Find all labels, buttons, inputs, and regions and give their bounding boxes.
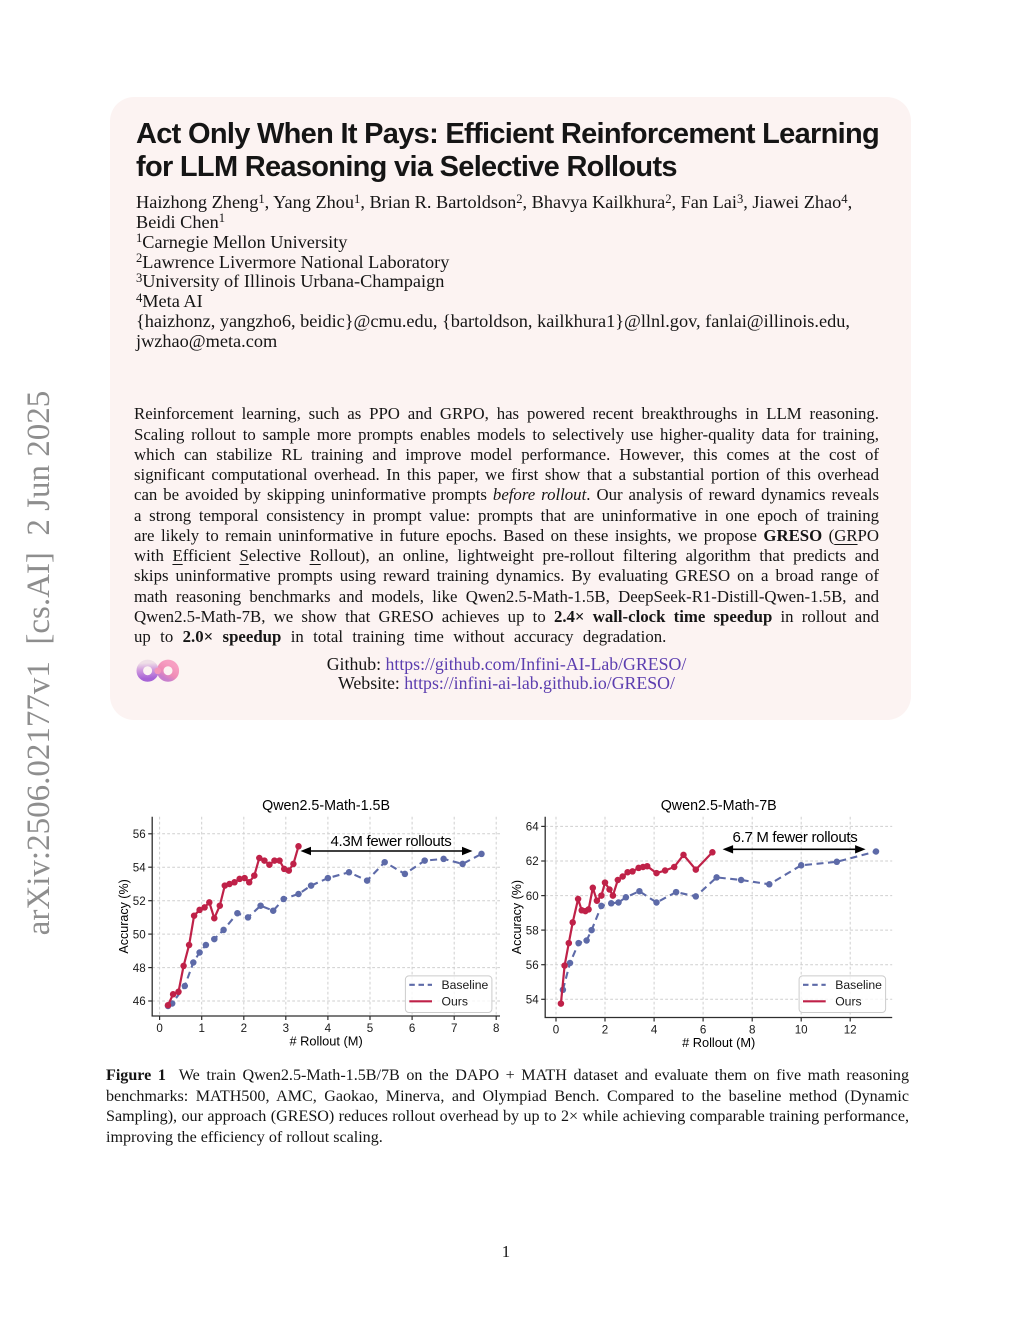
svg-text:58: 58 xyxy=(526,924,539,937)
svg-text:56: 56 xyxy=(133,828,146,841)
svg-text:1: 1 xyxy=(198,1022,204,1035)
svg-text:54: 54 xyxy=(526,994,539,1007)
svg-text:0: 0 xyxy=(156,1022,162,1035)
svg-text:# Rollout (M): # Rollout (M) xyxy=(682,1035,755,1050)
svg-text:8: 8 xyxy=(749,1023,755,1036)
svg-text:4: 4 xyxy=(651,1023,658,1036)
svg-text:6: 6 xyxy=(700,1023,706,1036)
svg-text:8: 8 xyxy=(493,1022,499,1035)
svg-text:Baseline: Baseline xyxy=(835,978,882,992)
svg-text:2: 2 xyxy=(602,1023,608,1036)
svg-text:62: 62 xyxy=(526,855,539,868)
svg-text:46: 46 xyxy=(133,995,146,1008)
svg-text:4: 4 xyxy=(325,1022,332,1035)
svg-text:52: 52 xyxy=(133,895,146,908)
svg-text:Accuracy (%): Accuracy (%) xyxy=(510,880,524,954)
svg-text:48: 48 xyxy=(133,962,146,975)
svg-text:Ours: Ours xyxy=(442,995,468,1009)
svg-text:Baseline: Baseline xyxy=(442,978,489,992)
svg-text:12: 12 xyxy=(844,1023,857,1036)
svg-text:56: 56 xyxy=(526,959,539,972)
svg-text:5: 5 xyxy=(367,1022,373,1035)
svg-text:3: 3 xyxy=(283,1022,289,1035)
svg-text:64: 64 xyxy=(526,821,539,834)
svg-text:54: 54 xyxy=(133,861,146,874)
svg-text:Ours: Ours xyxy=(835,995,861,1009)
svg-text:Qwen2.5-Math-1.5B: Qwen2.5-Math-1.5B xyxy=(262,798,390,814)
svg-text:7: 7 xyxy=(451,1022,457,1035)
svg-text:0: 0 xyxy=(553,1023,559,1036)
svg-text:# Rollout (M): # Rollout (M) xyxy=(289,1034,362,1049)
svg-text:60: 60 xyxy=(526,890,539,903)
svg-text:6: 6 xyxy=(409,1022,415,1035)
svg-text:Accuracy (%): Accuracy (%) xyxy=(117,879,131,953)
svg-text:Qwen2.5-Math-7B: Qwen2.5-Math-7B xyxy=(661,798,777,814)
svg-text:4.3M fewer rollouts: 4.3M fewer rollouts xyxy=(330,833,451,850)
svg-text:10: 10 xyxy=(795,1023,808,1036)
svg-text:50: 50 xyxy=(133,928,146,941)
svg-text:6.7 M fewer rollouts: 6.7 M fewer rollouts xyxy=(733,829,858,846)
svg-text:2: 2 xyxy=(241,1022,247,1035)
